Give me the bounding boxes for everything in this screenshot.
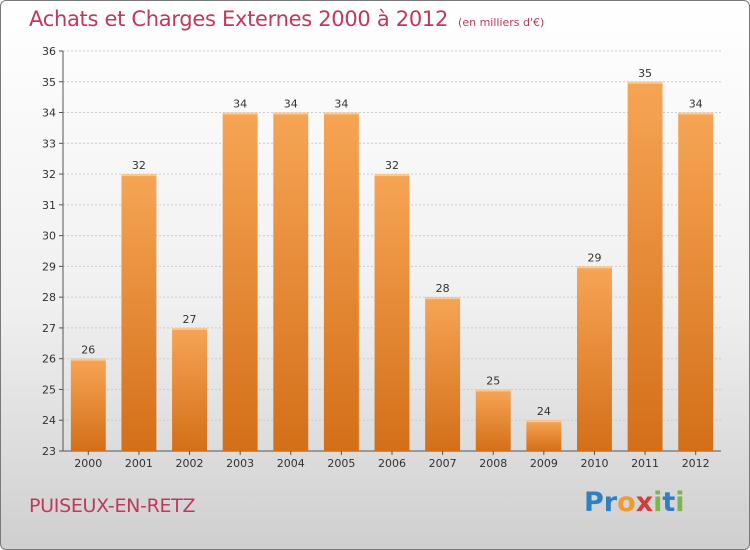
bar-2000	[70, 358, 106, 451]
bar-highlight	[273, 112, 309, 115]
x-tick-label-2004: 2004	[277, 457, 305, 470]
y-tick-label: 33	[42, 137, 56, 150]
bar-highlight	[475, 389, 511, 392]
y-tick-label: 30	[42, 230, 56, 243]
y-tick-label: 31	[42, 199, 56, 212]
y-tick-label: 36	[42, 45, 56, 58]
logo-letter: t	[662, 487, 676, 518]
bar-highlight	[172, 327, 208, 330]
y-tick-label: 28	[42, 291, 56, 304]
bar-2012	[678, 112, 714, 452]
logo-letter: i	[675, 487, 685, 518]
data-label-2008: 25	[486, 374, 500, 387]
x-tick-label-2007: 2007	[429, 457, 457, 470]
y-tick-label: 26	[42, 353, 56, 366]
y-tick-label: 25	[42, 383, 56, 396]
logo-letter: r	[603, 487, 618, 518]
bar-2005	[323, 112, 359, 452]
bars	[70, 81, 714, 452]
bar-2003	[222, 112, 258, 452]
bar-2004	[273, 112, 309, 452]
x-tick-label-2010: 2010	[580, 457, 608, 470]
bar-highlight	[374, 174, 410, 177]
proxiti-logo: Proxiti	[584, 487, 685, 518]
bar-2002	[172, 327, 208, 451]
y-tick-label: 34	[42, 107, 56, 120]
data-label-2011: 35	[638, 67, 652, 80]
x-tick-label-2009: 2009	[530, 457, 558, 470]
bar-highlight	[425, 297, 461, 300]
chart-subtitle: (en milliers d'€)	[458, 16, 545, 29]
commune-name: PUISEUX-EN-RETZ	[29, 495, 196, 517]
y-tick-label: 29	[42, 260, 56, 273]
bar-highlight	[121, 174, 157, 177]
bar-highlight	[70, 358, 106, 361]
data-label-2002: 27	[183, 313, 197, 326]
chart-title: Achats et Charges Externes 2000 à 2012	[29, 7, 449, 31]
bar-highlight	[576, 266, 612, 269]
bar-highlight	[678, 112, 714, 115]
data-label-2006: 32	[385, 159, 399, 172]
y-tick-label: 35	[42, 76, 56, 89]
x-tick-label-2006: 2006	[378, 457, 406, 470]
data-label-2001: 32	[132, 159, 146, 172]
logo-letter: o	[617, 487, 636, 518]
bar-2010	[576, 266, 612, 451]
data-label-2004: 34	[284, 98, 298, 111]
x-tick-label-2002: 2002	[176, 457, 204, 470]
bar-highlight	[526, 420, 562, 423]
logo-letter: i	[653, 487, 663, 518]
title-block: Achats et Charges Externes 2000 à 2012 (e…	[29, 7, 544, 31]
data-label-2012: 34	[689, 98, 703, 111]
bar-2007	[425, 297, 461, 451]
data-label-2007: 28	[436, 282, 450, 295]
logo-letter: x	[635, 487, 654, 518]
bar-2006	[374, 174, 410, 452]
x-tick-label-2000: 2000	[74, 457, 102, 470]
logo-letter: P	[584, 487, 604, 518]
x-tick-label-2008: 2008	[479, 457, 507, 470]
bar-2009	[526, 420, 562, 451]
data-label-2005: 34	[334, 98, 348, 111]
y-tick-label: 32	[42, 168, 56, 181]
data-label-2000: 26	[81, 344, 95, 357]
bar-2001	[121, 174, 157, 452]
data-label-2009: 24	[537, 405, 551, 418]
x-tick-label-2001: 2001	[125, 457, 153, 470]
bar-highlight	[222, 112, 258, 115]
x-tick-label-2005: 2005	[327, 457, 355, 470]
x-tick-label-2012: 2012	[682, 457, 710, 470]
data-label-2003: 34	[233, 98, 247, 111]
data-label-2010: 29	[587, 251, 601, 264]
axes: 23 24 25 26 27 28 29 30 31 32 33 34 35 36 2000 2001 2002…	[42, 45, 721, 470]
x-tick-label-2003: 2003	[226, 457, 254, 470]
y-tick-label: 23	[42, 445, 56, 458]
y-tick-label: 24	[42, 414, 56, 427]
bar-highlight	[627, 81, 663, 84]
bar-2008	[475, 389, 511, 451]
bar-highlight	[323, 112, 359, 115]
bar-2011	[627, 81, 663, 452]
x-tick-label-2011: 2011	[631, 457, 659, 470]
data-labels: 26 32 27 34 34 34 32 28 25 24 29 35 34	[81, 67, 702, 418]
y-tick-label: 27	[42, 322, 56, 335]
